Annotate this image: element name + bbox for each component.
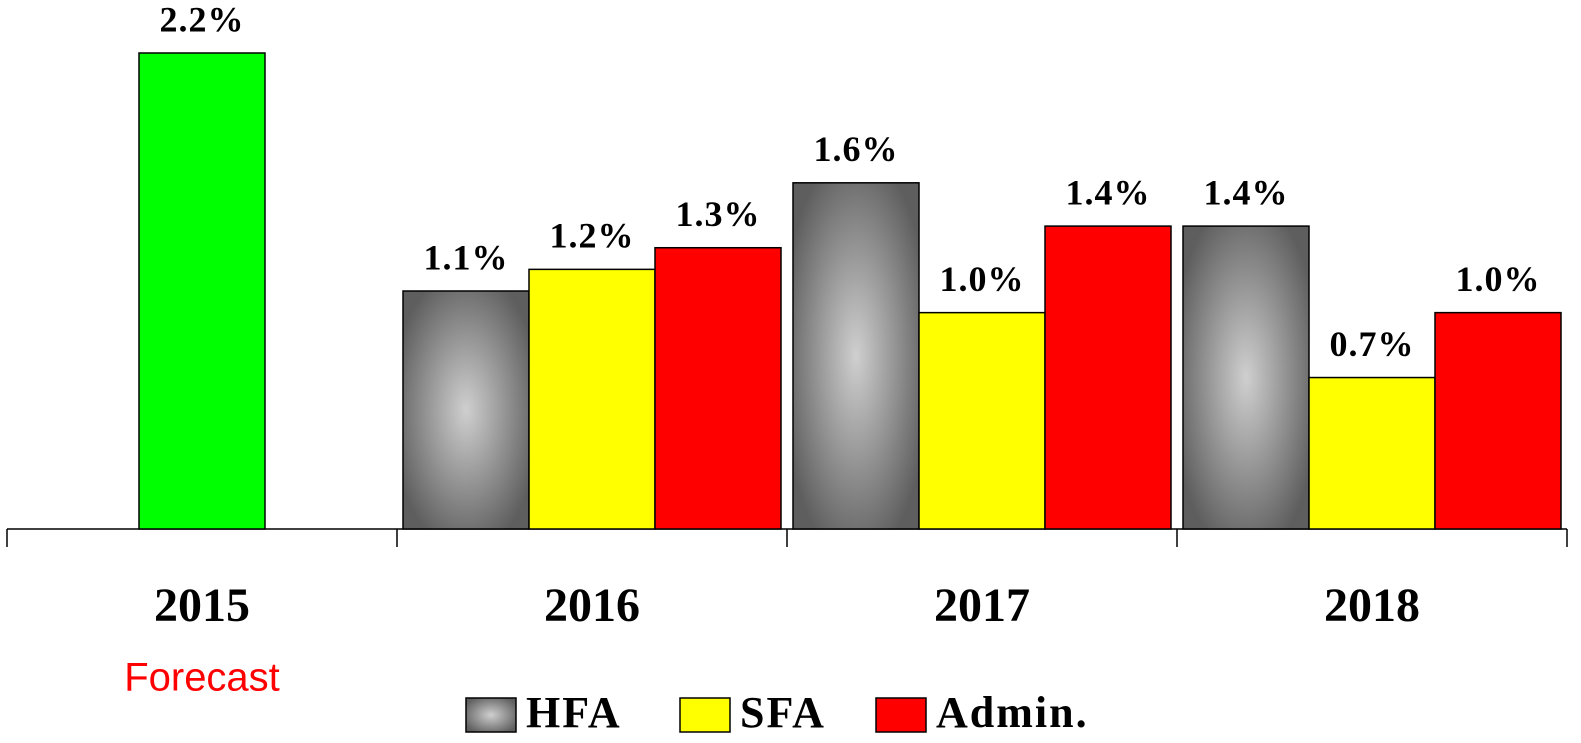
legend-label: Admin. xyxy=(936,688,1089,737)
bar xyxy=(138,52,266,530)
annotation: Forecast xyxy=(124,656,280,700)
value-label: 1.0% xyxy=(940,259,1025,299)
bar xyxy=(1044,225,1172,530)
legend-swatch xyxy=(875,697,927,733)
bar xyxy=(918,311,1046,530)
bar xyxy=(1182,225,1310,530)
legend-label: SFA xyxy=(740,688,826,737)
x-tick-label: 2017 xyxy=(934,579,1030,632)
x-tick-label: 2015 xyxy=(154,579,250,632)
x-tick-label: 2018 xyxy=(1324,579,1420,632)
value-label: 1.4% xyxy=(1204,172,1289,212)
value-label: 1.3% xyxy=(676,194,761,234)
value-label: 0.7% xyxy=(1330,324,1415,364)
legend-swatch xyxy=(679,697,731,733)
value-label: 1.4% xyxy=(1066,172,1151,212)
value-label: 1.2% xyxy=(550,216,635,256)
bar xyxy=(1308,376,1436,530)
bar xyxy=(402,290,530,530)
bar xyxy=(1434,311,1562,530)
x-tick-label: 2016 xyxy=(544,579,640,632)
bar xyxy=(654,246,782,530)
value-label: 1.1% xyxy=(424,237,509,277)
bar xyxy=(792,182,920,530)
value-label: 1.6% xyxy=(814,129,899,169)
value-label: 1.0% xyxy=(1456,259,1541,299)
legend-swatch xyxy=(465,697,517,733)
legend-label: HFA xyxy=(526,688,622,737)
bar xyxy=(528,268,656,530)
value-label: 2.2% xyxy=(160,0,245,39)
